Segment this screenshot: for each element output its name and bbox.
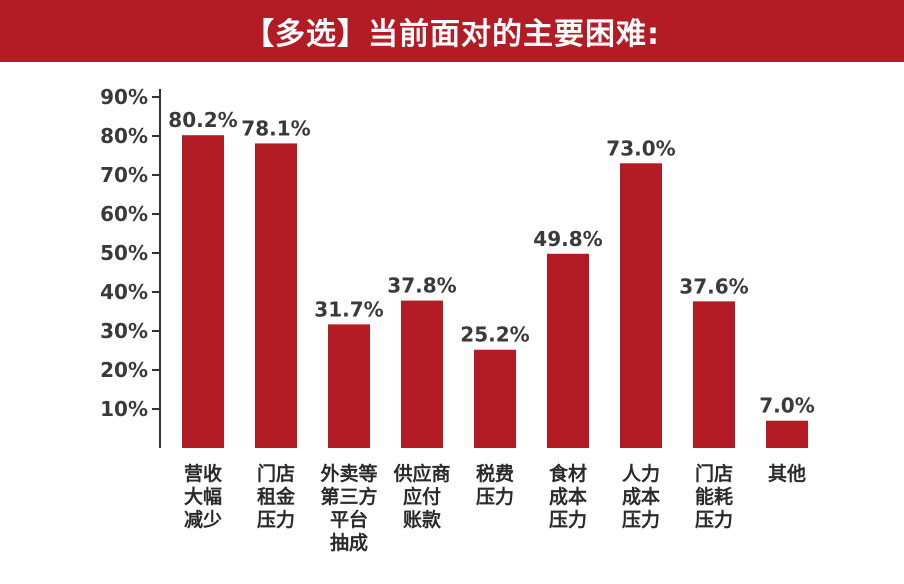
y-tick-label: 50% xyxy=(100,241,148,265)
category-label-line: 成本 xyxy=(549,485,587,508)
value-label: 31.7% xyxy=(314,297,383,321)
bar xyxy=(474,349,516,448)
value-labels-group: 80.2% 78.1% 31.7%37.8% 25.2% 49.8% 73.0% 37.6%… xyxy=(168,108,814,417)
y-tick-label: 90% xyxy=(100,85,148,109)
category-label-line: 压力 xyxy=(257,508,295,531)
category-label-line: 税费 xyxy=(476,462,514,485)
y-tick-label: 30% xyxy=(100,319,148,343)
category-labels-group: 营收大幅减少门店租金压力外卖等第三方平台抽成供应商应付账款税费压力食材成本压力人… xyxy=(184,462,806,554)
category-label-line: 压力 xyxy=(476,485,514,508)
value-label: 37.6% xyxy=(679,274,748,298)
bar xyxy=(182,135,224,448)
bars-group xyxy=(182,135,808,449)
category-label-line: 大幅 xyxy=(184,485,222,508)
value-label: 78.1% xyxy=(241,116,310,140)
bar xyxy=(328,324,370,448)
category-label: 营收大幅减少 xyxy=(184,462,222,531)
category-label: 供应商应付账款 xyxy=(392,462,450,531)
bar xyxy=(255,143,297,448)
category-label-line: 成本 xyxy=(622,485,660,508)
value-label: 25.2% xyxy=(460,323,529,347)
category-label: 门店租金压力 xyxy=(257,462,296,531)
value-label: 80.2% xyxy=(168,108,237,132)
category-label-line: 门店 xyxy=(695,462,733,485)
value-label: 7.0% xyxy=(759,394,814,418)
bar xyxy=(620,163,662,449)
y-tick-label: 60% xyxy=(100,202,148,226)
category-label-line: 其他 xyxy=(768,462,806,485)
category-label-line: 压力 xyxy=(549,508,587,531)
category-label-line: 抽成 xyxy=(330,531,368,554)
title-bar: 【多选】当前面对的主要困难: xyxy=(0,0,904,62)
category-label-line: 压力 xyxy=(695,508,733,531)
category-label-line: 账款 xyxy=(403,508,442,531)
bar xyxy=(401,300,443,448)
category-label-line: 减少 xyxy=(184,508,222,531)
bar xyxy=(766,420,808,448)
category-label: 外卖等第三方平台抽成 xyxy=(320,462,377,554)
chart-title: 【多选】当前面对的主要困难: xyxy=(244,17,660,52)
y-tick-label: 10% xyxy=(100,397,148,421)
category-label-line: 能耗 xyxy=(695,485,733,508)
y-axis: 10% 20% 30% 40% 50% 60% 70% 80% 90% xyxy=(100,85,161,448)
category-label-line: 供应商 xyxy=(392,462,450,485)
value-label: 49.8% xyxy=(533,227,602,251)
bar xyxy=(693,301,735,448)
category-label-line: 应付 xyxy=(403,485,441,508)
value-label: 73.0% xyxy=(606,136,675,160)
category-label: 税费压力 xyxy=(476,462,514,508)
category-label-line: 食材 xyxy=(549,462,587,485)
category-label-line: 第三方 xyxy=(320,485,377,508)
category-label-line: 人力 xyxy=(622,462,660,485)
category-label: 人力成本压力 xyxy=(622,462,660,531)
category-label: 其他 xyxy=(768,462,806,485)
bar-chart: 10% 20% 30% 40% 50% 60% 70% 80% 90% 80.2% 78.1% 31… xyxy=(100,85,815,554)
category-label-line: 平台 xyxy=(330,508,368,531)
category-label: 食材成本压力 xyxy=(549,462,587,531)
y-tick-label: 40% xyxy=(100,280,148,304)
category-label-line: 门店 xyxy=(257,462,295,485)
category-label-line: 租金 xyxy=(257,485,296,508)
y-tick-label: 70% xyxy=(100,163,148,187)
category-label-line: 营收 xyxy=(184,462,222,485)
bar xyxy=(547,253,589,448)
value-label: 37.8% xyxy=(387,274,456,298)
y-tick-label: 80% xyxy=(100,124,148,148)
category-label-line: 压力 xyxy=(622,508,660,531)
category-label: 门店能耗压力 xyxy=(695,462,733,531)
y-tick-label: 20% xyxy=(100,358,148,382)
category-label-line: 外卖等 xyxy=(320,462,377,485)
